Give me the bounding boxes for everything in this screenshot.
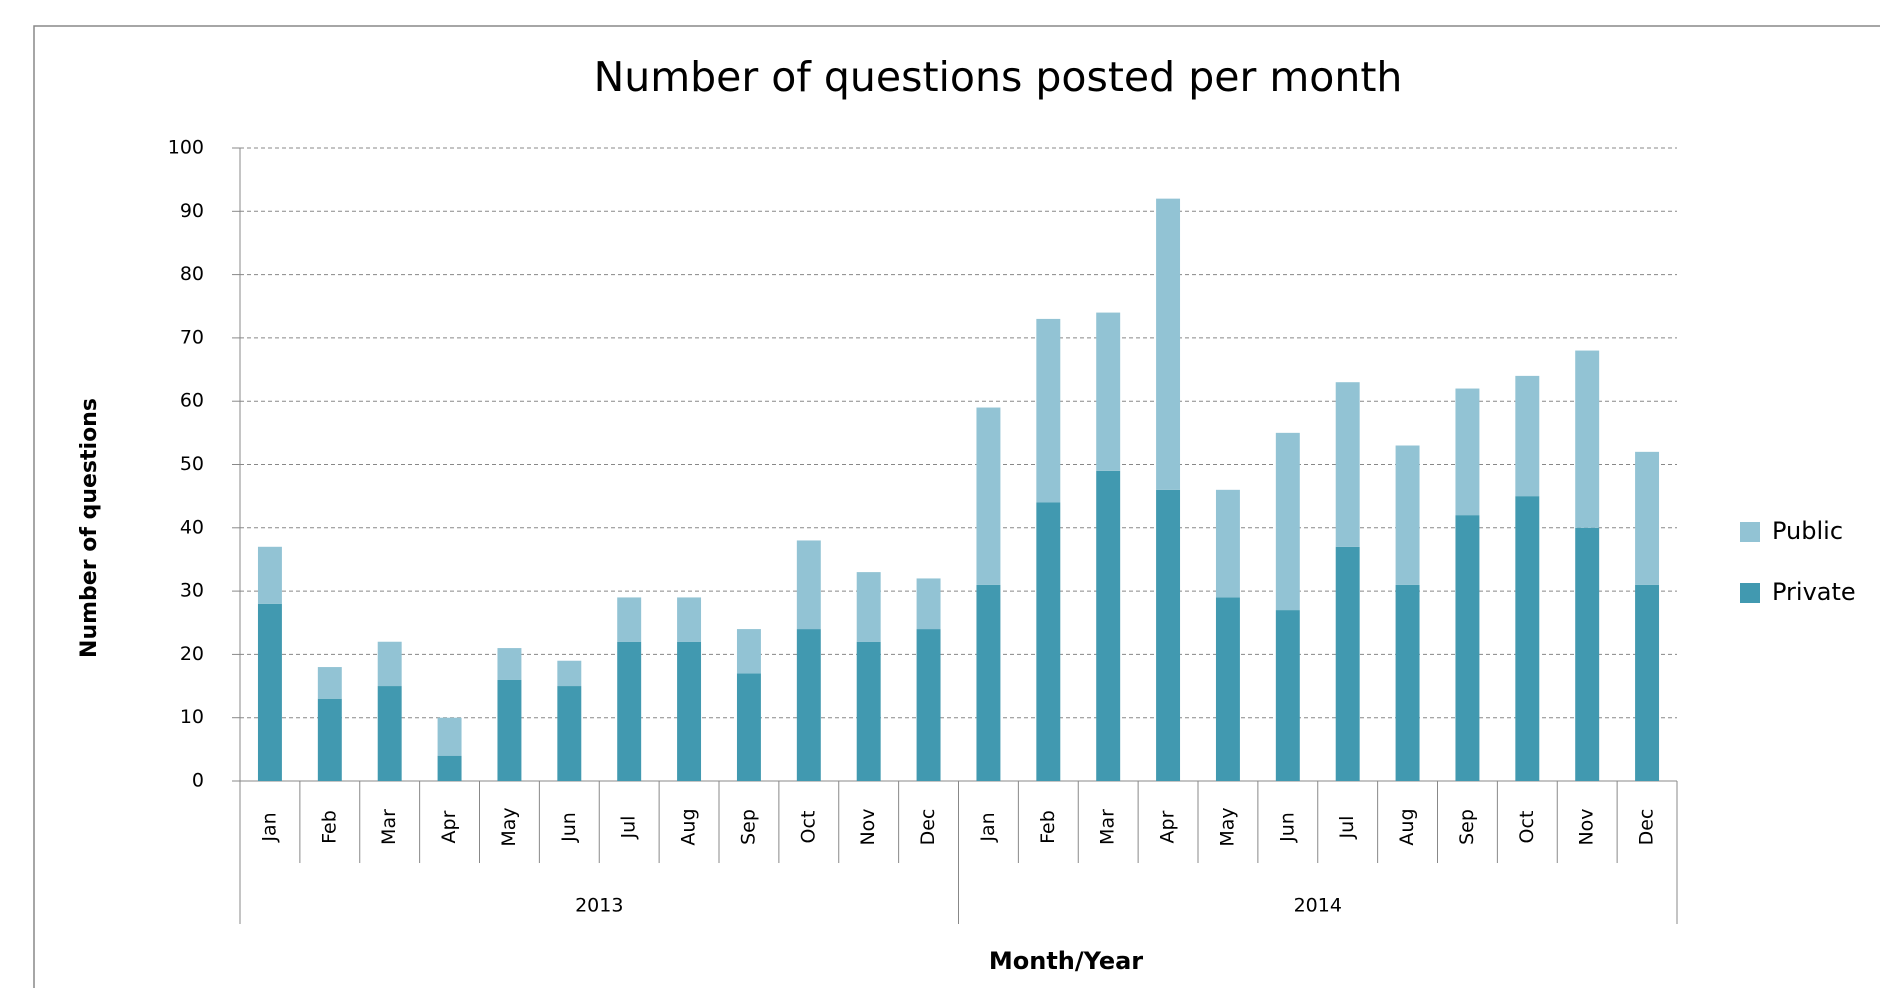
bar-segment [1635, 451, 1660, 585]
legend-label: Public [1772, 517, 1843, 545]
y-tick-label: 30 [180, 580, 204, 602]
x-axis-title: Month/Year [989, 947, 1143, 975]
bar-segment [1335, 382, 1360, 547]
bar-segment [1335, 546, 1360, 781]
x-tick-label: Dec [1636, 809, 1658, 846]
bar-segment [1156, 198, 1181, 490]
bar-segment [557, 660, 582, 687]
bar-segment [617, 641, 642, 781]
x-tick-label: Sep [1456, 809, 1478, 845]
bar-segment [1275, 610, 1300, 781]
x-group-label: 2013 [575, 895, 623, 917]
x-tick-label: Apr [1157, 810, 1179, 843]
bar-segment [1096, 470, 1121, 781]
x-tick-label: May [498, 807, 520, 846]
x-tick-label: Apr [438, 810, 460, 843]
x-tick-label: Oct [797, 811, 819, 844]
bar-segment [1395, 445, 1420, 585]
bar-segment [916, 578, 941, 630]
legend-swatch [1740, 583, 1760, 603]
bar-segment [317, 698, 342, 781]
bar-segment [1096, 312, 1121, 471]
bar-segment [1036, 502, 1061, 781]
y-tick-label: 80 [180, 263, 204, 285]
bar-segment [976, 584, 1001, 781]
y-tick-label: 0 [192, 770, 204, 792]
bar-segment [796, 540, 821, 630]
x-tick-label: Jun [558, 812, 580, 843]
y-tick-label: 60 [180, 390, 204, 412]
bar-segment [736, 673, 761, 781]
bar-segment [617, 597, 642, 642]
bar-segment [856, 572, 881, 642]
bar-segment [677, 641, 702, 781]
bar-segment [856, 641, 881, 781]
x-tick-label: May [1216, 807, 1238, 846]
bar-segment [1515, 375, 1540, 497]
bar-segment [1215, 489, 1240, 598]
x-tick-label: Jan [258, 812, 280, 842]
bar-segment [257, 546, 282, 604]
x-tick-label: Jan [977, 812, 999, 842]
x-tick-label: Sep [737, 809, 759, 845]
bar-segment [916, 629, 941, 781]
bar-segment [1455, 388, 1480, 516]
x-tick-label: Feb [318, 810, 340, 844]
y-tick-label: 90 [180, 200, 204, 222]
x-tick-label: Nov [857, 808, 879, 845]
bar-segment [1275, 432, 1300, 611]
bar-segment [497, 679, 522, 781]
bar-segment [317, 667, 342, 699]
bar-segment [1215, 597, 1240, 781]
y-tick-label: 70 [180, 326, 204, 348]
y-tick-label: 100 [168, 137, 204, 159]
y-tick-label: 40 [180, 516, 204, 538]
legend-swatch [1740, 522, 1760, 542]
bar-segment [377, 641, 402, 687]
bar-segment [1036, 318, 1061, 503]
x-tick-label: Feb [1037, 810, 1059, 844]
bar-segment [1575, 527, 1600, 781]
bar-segment [497, 648, 522, 680]
bar-segment [1156, 489, 1181, 781]
chart-frame [33, 25, 1880, 988]
x-tick-label: Aug [1396, 808, 1418, 845]
x-tick-label: Aug [678, 808, 700, 845]
y-tick-label: 20 [180, 643, 204, 665]
x-tick-label: Mar [378, 809, 400, 845]
bar-segment [1515, 496, 1540, 781]
x-tick-label: Jul [1336, 816, 1358, 840]
x-group-label: 2014 [1294, 895, 1342, 917]
bar-segment [1575, 350, 1600, 528]
chart-title: Number of questions posted per month [594, 53, 1403, 101]
y-axis-title: Number of questions [77, 398, 102, 658]
bar-segment [437, 755, 462, 781]
y-tick-label: 50 [180, 453, 204, 475]
bar-segment [976, 407, 1001, 585]
bar-segment [1455, 515, 1480, 781]
bar-segment [677, 597, 702, 642]
x-tick-label: Jun [1276, 812, 1298, 843]
x-tick-label: Dec [917, 809, 939, 846]
x-tick-label: Mar [1097, 809, 1119, 845]
bar-segment [1635, 584, 1660, 781]
bar-segment [557, 686, 582, 781]
x-tick-label: Oct [1516, 811, 1538, 844]
bar-segment [796, 629, 821, 781]
bar-segment [736, 629, 761, 674]
bar-segment [437, 717, 462, 756]
bar-segment [1395, 584, 1420, 781]
x-tick-label: Nov [1576, 808, 1598, 845]
bar-segment [257, 603, 282, 781]
bar-segment [377, 686, 402, 781]
legend-label: Private [1772, 578, 1856, 606]
y-tick-label: 10 [180, 706, 204, 728]
x-tick-label: Jul [618, 816, 640, 840]
